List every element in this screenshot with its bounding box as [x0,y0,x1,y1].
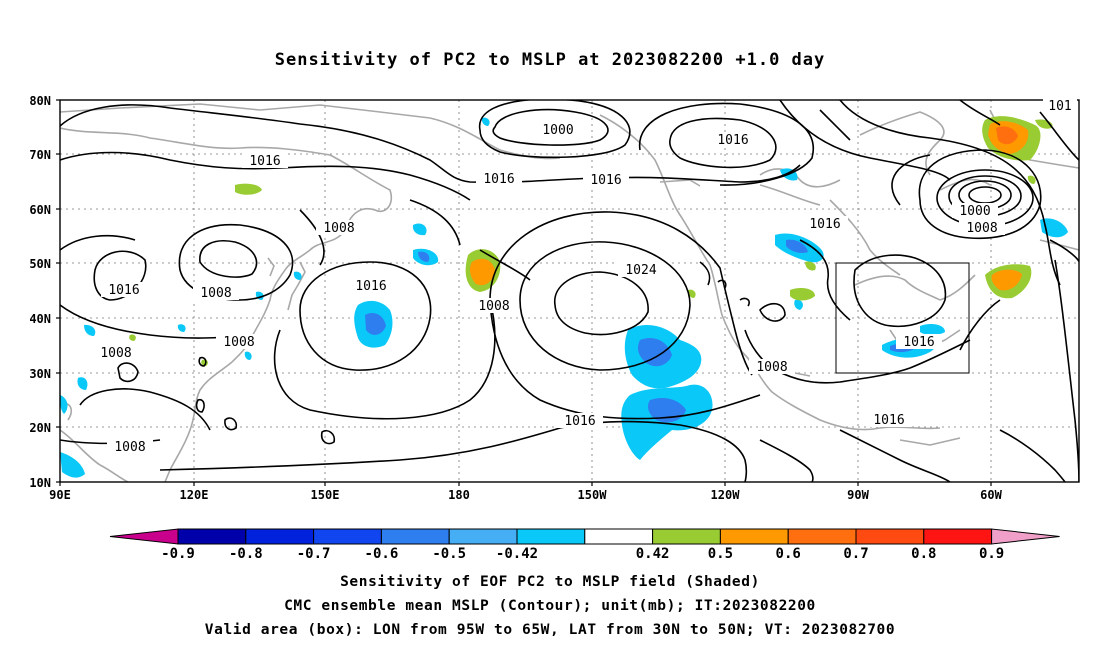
grid-lines [60,100,1079,482]
lon-label-150w: 150W [578,488,608,502]
contour-label: 1000 [959,204,990,219]
colorbar: -0.9 -0.8 -0.7 -0.6 -0.5 -0.42 0.42 0.5 0.6 0.7 0.… [109,528,1060,562]
colorbar-swatch [245,528,315,545]
contour-label: 1016 [564,414,595,429]
lat-label-80n: 80N [29,94,51,108]
colorbar-end-low [109,528,179,545]
contour-label: 101 [1048,99,1071,114]
colorbar-label: -0.8 [229,546,263,562]
sensitivity-shading [60,116,1068,478]
colorbar-label: 0.6 [776,546,801,562]
plot-frame [59,99,1080,483]
lat-label-50n: 50N [29,257,51,271]
colorbar-label: 0.5 [708,546,733,562]
colorbar-label: 0.7 [843,546,868,562]
valid-area-box [835,262,970,374]
contour-label: 1016 [249,154,280,169]
colorbar-swatch [787,528,857,545]
colorbar-swatch [448,528,518,545]
lon-label-90e: 90E [49,488,71,502]
colorbar-label: -0.42 [496,546,538,562]
contour-label: 1008 [200,286,231,301]
lon-label-120e: 120E [180,488,209,502]
contour-label: 1008 [478,299,509,314]
caption-valid-area: Valid area (box): LON from 95W to 65W, L… [204,622,896,638]
contour-label: 1016 [483,172,514,187]
colorbar-label: 0.9 [979,546,1004,562]
contour-label: 1008 [966,221,997,236]
colorbar-label: -0.7 [297,546,331,562]
colorbar-swatch [652,528,721,545]
lat-label-60n: 60N [29,203,51,217]
colorbar-swatch [584,528,654,545]
lon-label-120w: 120W [711,488,741,502]
contour-label: 1016 [355,279,386,294]
contour-label: 1016 [590,173,621,188]
colorbar-label: 0.42 [636,546,670,562]
colorbar-label: -0.9 [161,546,195,562]
map-title: Sensitivity of PC2 to MSLP at 2023082200… [274,50,826,70]
colorbar-swatch [380,528,450,545]
colorbar-label: -0.5 [432,546,466,562]
contour-label: 1000 [542,123,573,138]
lon-label-150e: 150E [311,488,340,502]
contour-label: 1016 [809,217,840,232]
colorbar-swatch [719,528,789,545]
contour-label: 1016 [717,133,748,148]
contour-label: 1016 [108,283,139,298]
lon-label-90w: 90W [847,488,869,502]
colorbar-swatch [516,528,586,545]
lat-label-70n: 70N [29,148,51,162]
colorbar-swatch [313,528,382,545]
colorbar-swatch [923,528,993,545]
colorbar-end-high [991,528,1060,545]
colorbar-label: -0.6 [365,546,399,562]
lat-label-10n: 10N [29,476,51,490]
lat-label-30n: 30N [29,367,51,381]
caption-shaded: Sensitivity of EOF PC2 to MSLP field (Sh… [340,574,760,590]
lon-label-180: 180 [448,488,470,502]
coastlines [60,103,1079,482]
contour-label: 1008 [114,440,145,455]
contour-label: 1008 [756,360,787,375]
caption-contour: CMC ensemble mean MSLP (Contour); unit(m… [284,598,816,614]
colorbar-swatch [855,528,925,545]
contour-label: 1016 [903,335,934,350]
colorbar-label: 0.8 [911,546,936,562]
colorbar-swatch [177,528,247,545]
lat-label-40n: 40N [29,312,51,326]
contour-label: 1008 [223,335,254,350]
lat-label-20n: 20N [29,421,51,435]
contour-label: 1024 [625,263,656,278]
contour-label: 1008 [323,221,354,236]
contour-label: 1008 [100,346,131,361]
lon-label-60w: 60W [980,488,1002,502]
contour-label: 1016 [873,413,904,428]
